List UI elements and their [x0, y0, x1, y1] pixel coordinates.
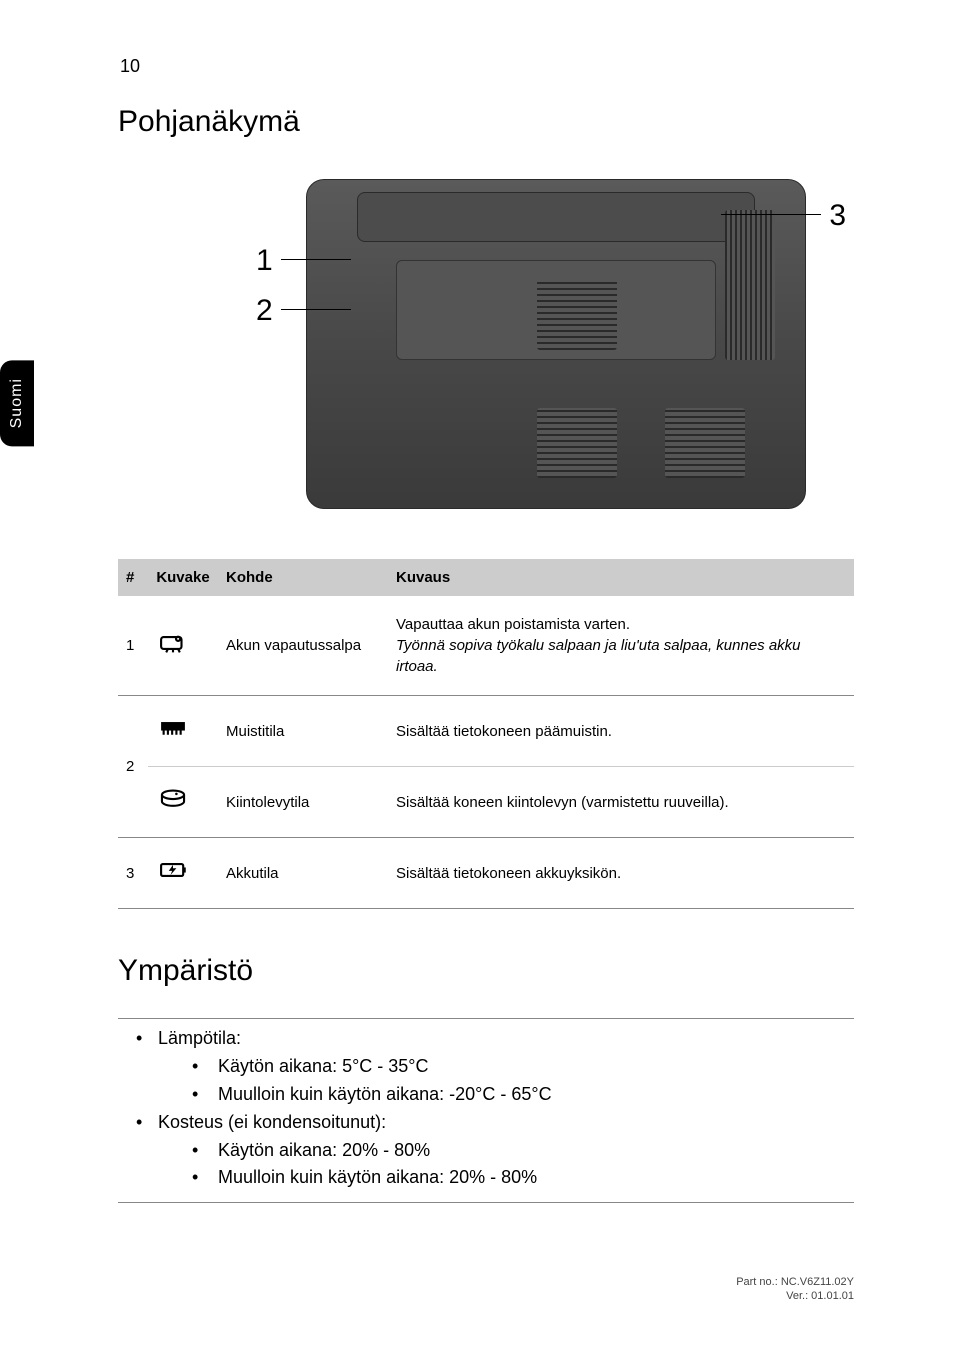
row1-num: 1 — [118, 596, 148, 696]
footer-meta: Part no.: NC.V6Z11.02Y Ver.: 01.01.01 — [736, 1275, 854, 1304]
part-number: Part no.: NC.V6Z11.02Y — [736, 1275, 854, 1289]
row2b-item: Kiintolevytila — [218, 767, 388, 838]
laptop-bottom-figure: 1 2 3 — [226, 169, 746, 519]
laptop-body-graphic — [306, 179, 806, 509]
battery-latch-icon — [156, 629, 190, 657]
row3-desc: Sisältää tietokoneen akkuyksikön. — [388, 838, 854, 909]
version: Ver.: 01.01.01 — [736, 1289, 854, 1303]
env-temp: Lämpötila: Käytön aikana: 5°C - 35°C Muu… — [118, 1025, 854, 1109]
spec-table: # Kuvake Kohde Kuvaus 1 Akun vapautussal… — [118, 559, 854, 909]
environment-list: Lämpötila: Käytön aikana: 5°C - 35°C Muu… — [118, 1018, 854, 1203]
callout-3: 3 — [829, 199, 846, 233]
battery-icon — [156, 856, 190, 884]
row1-desc: Vapauttaa akun poistamista varten. Työnn… — [388, 596, 854, 696]
row-3: 3 Akkutila Sisältää tietokoneen akkuyksi… — [118, 838, 854, 909]
memory-icon — [156, 714, 190, 742]
env-hum-nonop: Muulloin kuin käytön aikana: 20% - 80% — [158, 1164, 854, 1192]
row1-icon-cell — [148, 596, 218, 696]
page-content: Pohjanäkymä 1 2 3 # Kuvake Kohde Kuvaus — [118, 105, 854, 1203]
row2a-icon-cell — [148, 696, 218, 767]
row2-num: 2 — [118, 696, 148, 838]
row-1: 1 Akun vapautussalpa Vapauttaa akun pois… — [118, 596, 854, 696]
row2b-desc: Sisältää koneen kiintolevyn (varmistettu… — [388, 767, 854, 838]
row-2a: 2 Muistitila Sisältää tietokoneen päämui… — [118, 696, 854, 767]
row3-item: Akkutila — [218, 838, 388, 909]
th-item: Kohde — [218, 559, 388, 596]
env-temp-nonop: Muulloin kuin käytön aikana: -20°C - 65°… — [158, 1081, 854, 1109]
language-tab: Suomi — [0, 360, 34, 446]
env-hum-op: Käytön aikana: 20% - 80% — [158, 1137, 854, 1165]
row1-item: Akun vapautussalpa — [218, 596, 388, 696]
page-number: 10 — [120, 56, 140, 77]
hdd-icon — [156, 785, 190, 813]
th-num: # — [118, 559, 148, 596]
env-humidity: Kosteus (ei kondensoitunut): Käytön aika… — [118, 1109, 854, 1193]
section-title-bottom-view: Pohjanäkymä — [118, 105, 854, 139]
row2b-icon-cell — [148, 767, 218, 838]
env-temp-op: Käytön aikana: 5°C - 35°C — [158, 1053, 854, 1081]
row-2b: Kiintolevytila Sisältää koneen kiintolev… — [118, 767, 854, 838]
callout-1: 1 — [256, 244, 273, 278]
callout-2: 2 — [256, 294, 273, 328]
section-title-environment: Ympäristö — [118, 954, 854, 988]
th-icon: Kuvake — [148, 559, 218, 596]
th-desc: Kuvaus — [388, 559, 854, 596]
row2a-desc: Sisältää tietokoneen päämuistin. — [388, 696, 854, 767]
row3-num: 3 — [118, 838, 148, 909]
row3-icon-cell — [148, 838, 218, 909]
row2a-item: Muistitila — [218, 696, 388, 767]
